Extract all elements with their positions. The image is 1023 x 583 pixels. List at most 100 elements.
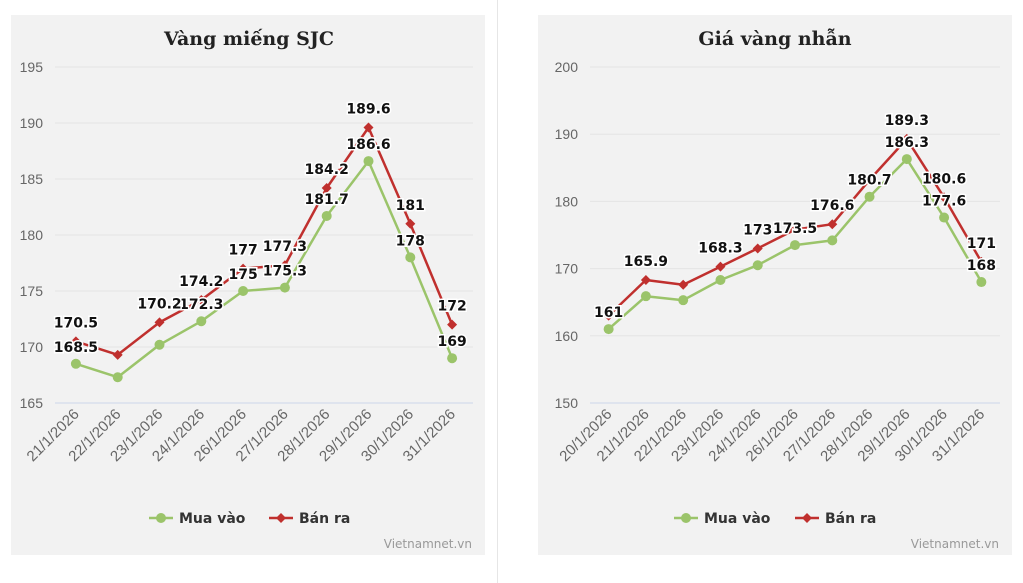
data-point-buy[interactable] <box>790 240 800 251</box>
legend: Mua vào Bán ra <box>149 511 350 527</box>
data-point-buy[interactable] <box>112 372 123 383</box>
data-label-buy: 172.3 <box>179 297 223 313</box>
data-point-sell[interactable] <box>196 294 207 305</box>
data-point-sell[interactable] <box>363 122 374 133</box>
legend-sell-label: Bán ra <box>299 511 350 527</box>
data-point-buy[interactable] <box>196 316 207 327</box>
data-label-sell: 168.3 <box>698 241 742 257</box>
data-point-sell[interactable] <box>827 219 838 230</box>
data-label-sell: 189.6 <box>346 101 390 117</box>
data-point-sell[interactable] <box>901 133 912 144</box>
legend-item-buy[interactable]: Mua vào <box>149 511 246 527</box>
data-point-sell[interactable] <box>678 279 689 290</box>
y-tick-label: 150 <box>555 395 579 411</box>
data-point-buy[interactable] <box>603 324 614 335</box>
data-label-buy: 169 <box>437 334 466 350</box>
data-label-buy: 173.5 <box>773 221 817 237</box>
data-label-sell: 181 <box>396 198 425 214</box>
data-point-sell[interactable] <box>238 263 249 274</box>
y-tick-label: 170 <box>555 261 579 277</box>
data-label-buy: 175 <box>228 267 257 283</box>
data-point-sell[interactable] <box>321 182 332 193</box>
data-point-buy[interactable] <box>939 212 950 223</box>
chart-panel-ring: Giá vàng nhẫn 150 160 170 180 190 200 161 173.… <box>538 15 1012 555</box>
data-point-sell[interactable] <box>752 243 763 254</box>
data-label-sell: 165.9 <box>624 254 668 270</box>
chart-title: Giá vàng nhẫn <box>698 28 851 50</box>
data-label-buy: 177.6 <box>922 194 966 210</box>
data-point-sell[interactable] <box>112 349 123 360</box>
data-label-sell: 172 <box>437 299 466 315</box>
chart-credit[interactable]: Vietnamnet.vn <box>911 537 999 551</box>
chart-ring-gold: Giá vàng nhẫn 150 160 170 180 190 200 161 173.… <box>555 28 1000 551</box>
chart-panel-sjc: Vàng miếng SJC 165 170 175 180 185 190 195 168… <box>11 15 485 555</box>
y-tick-label: 175 <box>20 283 44 299</box>
data-point-sell[interactable] <box>640 275 651 286</box>
data-point-buy[interactable] <box>238 286 249 296</box>
data-point-sell[interactable] <box>864 174 875 185</box>
data-point-buy[interactable] <box>405 252 416 263</box>
data-label-sell: 171 <box>967 236 996 252</box>
legend-buy-label: Mua vào <box>179 511 246 527</box>
data-point-sell[interactable] <box>405 218 416 229</box>
chart-title: Vàng miếng SJC <box>163 28 334 50</box>
data-label-sell: 170.5 <box>54 315 98 331</box>
data-label-sell: 174.2 <box>179 274 223 290</box>
data-point-buy[interactable] <box>70 358 81 369</box>
data-label-buy: 180.7 <box>847 173 891 189</box>
data-label-buy: 178 <box>396 233 425 249</box>
data-label-sell: 170.2 <box>137 296 181 312</box>
y-tick-label: 195 <box>20 59 44 75</box>
legend-buy-marker <box>681 513 691 523</box>
data-point-buy[interactable] <box>447 353 458 364</box>
data-label-sell: 184.2 <box>305 162 349 178</box>
y-tick-label: 170 <box>20 339 44 355</box>
data-point-sell[interactable] <box>939 192 950 203</box>
data-label-buy: 181.7 <box>305 192 349 208</box>
data-point-sell[interactable] <box>447 319 458 330</box>
data-point-buy[interactable] <box>279 282 290 293</box>
data-label-sell: 180.6 <box>922 171 966 187</box>
data-point-sell[interactable] <box>603 310 614 321</box>
legend: Mua vào Bán ra <box>674 511 876 527</box>
y-tick-label: 190 <box>555 126 579 142</box>
data-point-buy[interactable] <box>321 210 332 221</box>
series-line-buy <box>75 159 454 379</box>
data-label-buy: 161 <box>594 305 623 321</box>
data-point-buy[interactable] <box>640 291 651 302</box>
chart-sjc: Vàng miếng SJC 165 170 175 180 185 190 195 168… <box>20 28 473 551</box>
y-tick-label: 190 <box>20 115 44 131</box>
data-point-buy[interactable] <box>976 277 987 288</box>
y-tick-label: 180 <box>20 227 44 243</box>
data-label-sell: 177 <box>228 243 257 259</box>
data-point-buy[interactable] <box>901 154 912 165</box>
chart-credit[interactable]: Vietnamnet.vn <box>384 537 472 551</box>
data-label-buy: 186.3 <box>885 135 929 151</box>
series-line-sell <box>75 126 454 357</box>
data-label-sell: 176.6 <box>810 198 854 214</box>
data-label-buy: 168.5 <box>54 340 98 356</box>
y-tick-label: 185 <box>20 171 44 187</box>
data-point-sell[interactable] <box>976 256 987 267</box>
data-point-sell[interactable] <box>790 224 800 235</box>
legend-sell-marker <box>802 513 812 523</box>
data-point-buy[interactable] <box>678 295 689 306</box>
y-tick-label: 200 <box>555 59 579 75</box>
data-label-buy: 175.3 <box>263 264 307 280</box>
data-point-buy[interactable] <box>154 339 165 350</box>
legend-item-sell[interactable]: Bán ra <box>795 511 876 527</box>
data-point-sell[interactable] <box>70 336 81 347</box>
legend-item-sell[interactable]: Bán ra <box>269 511 350 527</box>
data-point-buy[interactable] <box>363 156 374 167</box>
legend-item-buy[interactable]: Mua vào <box>674 511 771 527</box>
data-point-sell[interactable] <box>279 260 290 271</box>
data-label-buy: 186.6 <box>346 137 390 153</box>
legend-sell-label: Bán ra <box>825 511 876 527</box>
data-point-buy[interactable] <box>715 275 726 286</box>
data-point-sell[interactable] <box>715 261 726 272</box>
data-point-buy[interactable] <box>752 260 763 271</box>
data-point-buy[interactable] <box>827 235 838 246</box>
data-label-sell: 173 <box>743 222 772 238</box>
data-point-buy[interactable] <box>864 191 875 202</box>
data-point-sell[interactable] <box>154 317 165 328</box>
